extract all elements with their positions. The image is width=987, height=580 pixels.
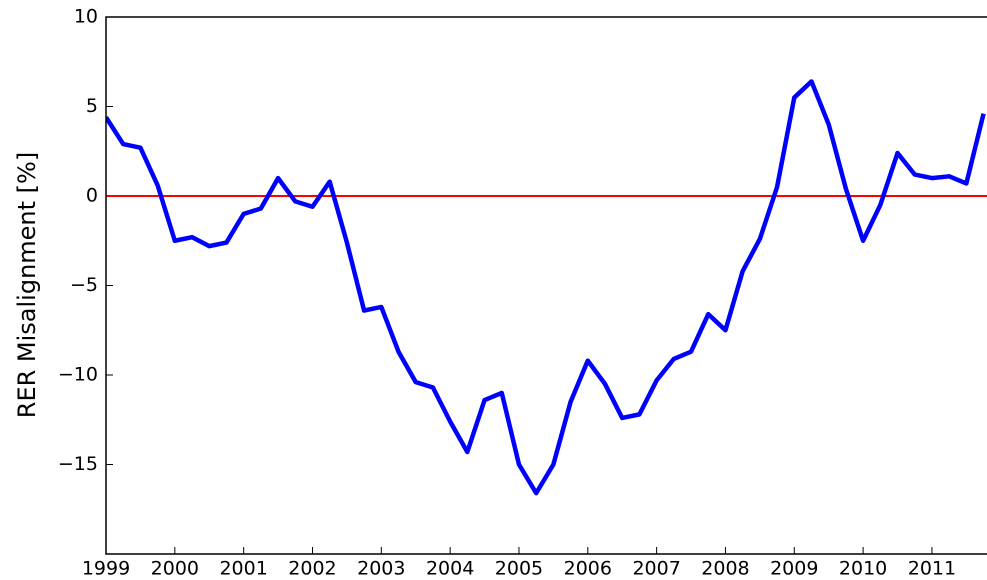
x-tick-label: 2006: [564, 558, 612, 580]
x-tick-label: 2007: [632, 558, 680, 580]
x-tick-label: 1999: [82, 558, 130, 580]
y-tick-label: 10: [74, 6, 98, 28]
y-tick-label: 0: [86, 185, 98, 207]
x-tick-label: 2003: [357, 558, 405, 580]
x-tick-label: 2009: [770, 558, 818, 580]
x-tick-label: 2008: [701, 558, 749, 580]
x-tick-label: 2001: [219, 558, 267, 580]
x-tick-label: 2005: [495, 558, 543, 580]
y-tick-label: −5: [70, 274, 98, 296]
x-tick-label: 2010: [839, 558, 887, 580]
y-tick-label: 5: [86, 95, 98, 117]
x-tick-label: 2004: [426, 558, 474, 580]
y-axis-label: RER Misalignment [%]: [13, 152, 41, 418]
series-line: [106, 79, 986, 496]
x-tick-label: 2002: [288, 558, 336, 580]
y-tick-label: −15: [58, 453, 98, 475]
x-tick-label: 2011: [908, 558, 956, 580]
x-tick-label: 2000: [151, 558, 199, 580]
y-tick-label: −10: [58, 364, 98, 386]
axes-frame: [105, 16, 987, 555]
